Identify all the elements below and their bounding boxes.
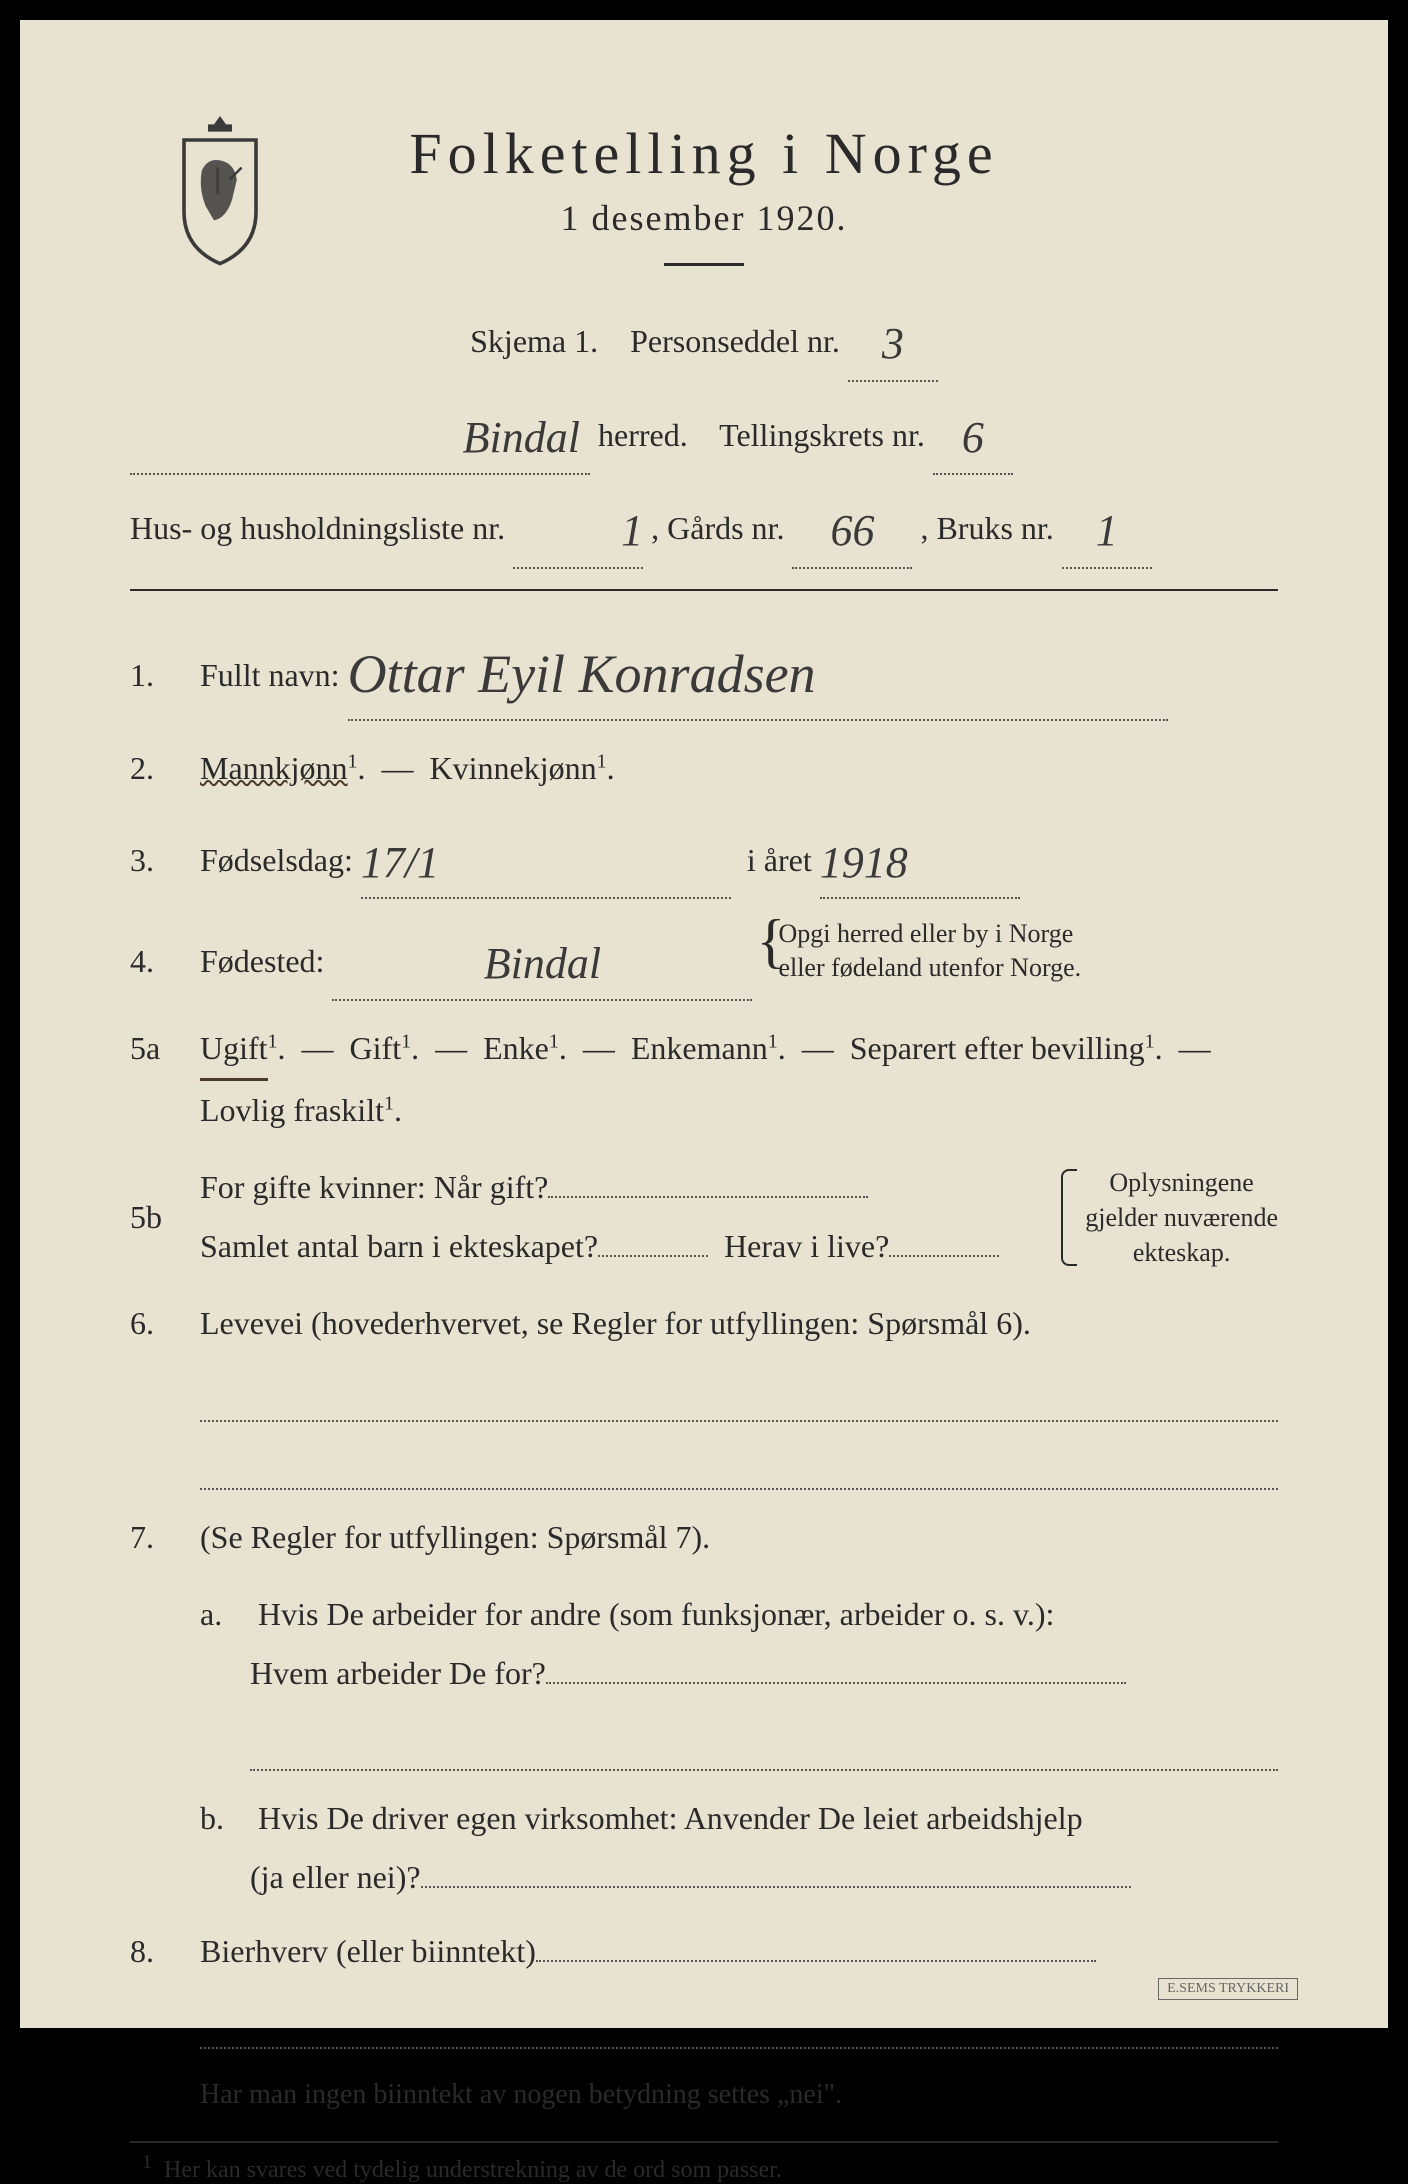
- q7b-letter: b.: [200, 1789, 250, 1848]
- q7a-line2: Hvem arbeider De for?: [250, 1655, 546, 1691]
- q3-num: 3.: [130, 831, 200, 890]
- personseddel-label: Personseddel nr.: [630, 323, 840, 359]
- herred-line: Bindal herred. Tellingskrets nr. 6: [130, 390, 1278, 476]
- tellingskrets-nr: 6: [962, 396, 984, 480]
- question-7: 7. (Se Regler for utfyllingen: Spørsmål …: [130, 1508, 1278, 1567]
- q7b-line1: Hvis De driver egen virksomhet: Anvender…: [258, 1800, 1083, 1836]
- hus-nr: 1: [621, 489, 643, 573]
- divider: [664, 263, 744, 266]
- gards-nr: 66: [830, 489, 874, 573]
- question-8: 8. Bierhverv (eller biinntekt): [130, 1922, 1278, 1981]
- question-5a: 5a Ugift1. — Gift1. — Enke1. — Enkemann1…: [130, 1019, 1278, 1140]
- q5a-ugift: Ugift: [200, 1019, 268, 1081]
- q8-line: [200, 1999, 1278, 2049]
- q3-aar: 1918: [820, 822, 908, 903]
- q6-line2: [200, 1440, 1278, 1490]
- coat-of-arms-icon: [160, 110, 280, 260]
- hus-label: Hus- og husholdningsliste nr.: [130, 510, 505, 546]
- footnote: 1 Her kan svares ved tydelig understrekn…: [130, 2141, 1278, 2184]
- q4-num: 4.: [130, 932, 200, 991]
- q7-label: (Se Regler for utfyllingen: Spørsmål 7).: [200, 1508, 1278, 1567]
- q7a: a. Hvis De arbeider for andre (som funks…: [200, 1585, 1278, 1703]
- q2-kvinne: Kvinnekjønn: [430, 750, 597, 786]
- skjema-label: Skjema 1.: [470, 323, 598, 359]
- question-2: 2. Mannkjønn1. — Kvinnekjønn1.: [130, 739, 1278, 798]
- q5a-fraskilt: Lovlig fraskilt: [200, 1092, 384, 1128]
- q5b-label1: For gifte kvinner: Når gift?: [200, 1169, 548, 1205]
- q4-label: Fødested:: [200, 943, 324, 979]
- q3-dag: 17/1: [361, 822, 439, 903]
- herred-label: herred.: [598, 417, 688, 453]
- q1-label: Fullt navn:: [200, 657, 340, 693]
- q1-value: Ottar Eyil Konradsen: [348, 625, 816, 725]
- q3-label: Fødselsdag:: [200, 842, 353, 878]
- q7-num: 7.: [130, 1508, 200, 1567]
- footer-note: Har man ingen biinntekt av nogen betydni…: [200, 2079, 1278, 2111]
- q2-num: 2.: [130, 739, 200, 798]
- bruks-nr: 1: [1096, 489, 1118, 573]
- q1-num: 1.: [130, 646, 200, 705]
- q5a-num: 5a: [130, 1019, 200, 1078]
- q7b-line2: (ja eller nei)?: [250, 1859, 421, 1895]
- census-form-page: Folketelling i Norge 1 desember 1920. Sk…: [20, 20, 1388, 2028]
- q4-note: Opgi herred eller by i Norge eller fødel…: [760, 917, 1081, 985]
- question-3: 3. Fødselsdag: 17/1 i året 1918: [130, 816, 1278, 899]
- q5a-enkemann: Enkemann: [631, 1030, 768, 1066]
- q5a-gift: Gift: [350, 1030, 402, 1066]
- form-date: 1 desember 1920.: [130, 197, 1278, 239]
- q6-line1: [200, 1372, 1278, 1422]
- personseddel-nr: 3: [882, 302, 904, 386]
- question-5b: 5b For gifte kvinner: Når gift? Samlet a…: [130, 1158, 1278, 1276]
- herred-value: Bindal: [463, 396, 580, 480]
- q4-value: Bindal: [484, 923, 601, 1004]
- q5a-enke: Enke: [483, 1030, 549, 1066]
- hus-line: Hus- og husholdningsliste nr. 1 , Gårds …: [130, 483, 1278, 569]
- footnote-text: Her kan svares ved tydelig understreknin…: [164, 2157, 782, 2183]
- form-title: Folketelling i Norge: [130, 120, 1278, 187]
- printer-stamp: E.SEMS TRYKKERI: [1158, 1978, 1298, 2000]
- q7a-letter: a.: [200, 1585, 250, 1644]
- question-1: 1. Fullt navn: Ottar Eyil Konradsen: [130, 619, 1278, 721]
- q5b-sidenote: Oplysningene gjelder nuværende ekteskap.: [1061, 1165, 1278, 1270]
- q8-num: 8.: [130, 1922, 200, 1981]
- skjema-line: Skjema 1. Personseddel nr. 3: [130, 296, 1278, 382]
- q5b-num: 5b: [130, 1188, 200, 1247]
- q5b-label2: Samlet antal barn i ekteskapet?: [200, 1228, 598, 1264]
- form-header: Folketelling i Norge 1 desember 1920.: [130, 120, 1278, 266]
- q3-iaret: i året: [747, 842, 812, 878]
- q5b-label3: Herav i live?: [724, 1228, 889, 1264]
- question-4: 4. Fødested: Bindal Opgi herred eller by…: [130, 917, 1278, 1000]
- q2-mann: Mannkjønn: [200, 750, 348, 786]
- tellingskrets-label: Tellingskrets nr.: [719, 417, 925, 453]
- q6-num: 6.: [130, 1294, 200, 1353]
- q5a-separert: Separert efter bevilling: [850, 1030, 1145, 1066]
- q8-label: Bierhverv (eller biinntekt): [200, 1933, 536, 1969]
- question-6: 6. Levevei (hovederhvervet, se Regler fo…: [130, 1294, 1278, 1353]
- q7b: b. Hvis De driver egen virksomhet: Anven…: [200, 1789, 1278, 1907]
- q7a-line3: [250, 1721, 1278, 1771]
- section-divider: [130, 589, 1278, 591]
- q7a-line1: Hvis De arbeider for andre (som funksjon…: [258, 1596, 1054, 1632]
- bruks-label: , Bruks nr.: [920, 510, 1053, 546]
- gards-label: , Gårds nr.: [651, 510, 784, 546]
- q6-label: Levevei (hovederhvervet, se Regler for u…: [200, 1294, 1278, 1353]
